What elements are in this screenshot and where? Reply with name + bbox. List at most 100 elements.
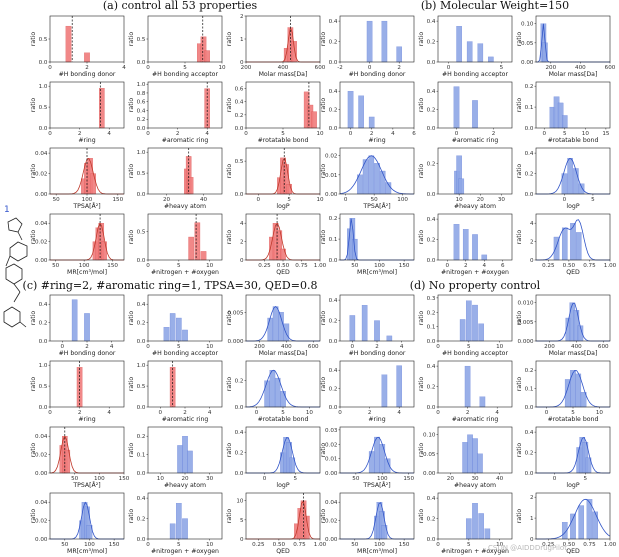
- histogram-bar: [573, 168, 579, 195]
- y-tick-label: 0.2: [137, 434, 146, 440]
- x-tick-label: 600: [308, 344, 319, 350]
- x-axis-label: #ring: [368, 137, 385, 144]
- y-tick-label: 0.4: [427, 19, 436, 25]
- x-tick-label: 4: [107, 410, 111, 416]
- y-axis-label: ratio: [516, 32, 523, 46]
- axes-frame: [437, 294, 513, 342]
- axes-frame: [339, 492, 415, 540]
- subplot-3: 200 400 600 0.000 0.005 Molar mass[Da] ratio: [226, 294, 321, 357]
- y-tick-label: 0.2: [137, 517, 146, 523]
- x-axis-label: #rotatable bond: [548, 416, 599, 423]
- subplot-2: 0 5 10 0.0 0.1 0.2 0.3 #H bonding acceptor ratio: [418, 294, 513, 357]
- y-tick-label: 0.05: [423, 452, 436, 458]
- x-tick-label: 100: [82, 197, 93, 203]
- axes-frame: [147, 360, 223, 408]
- y-tick-label: 0.0: [525, 471, 534, 477]
- x-tick-label: 0.75: [295, 263, 308, 269]
- y-tick-label: 0.1: [329, 237, 338, 243]
- x-tick-label: 2: [85, 344, 89, 350]
- y-tick-label: 0.2: [137, 117, 146, 123]
- subplot-7: 50 100 150 0.00 0.01 0.02 0.03 TPSA[Å²] ratio: [320, 426, 414, 489]
- y-axis-label: ratio: [226, 32, 233, 46]
- x-tick-label: 5: [591, 197, 595, 203]
- y-tick-label: 0.0: [137, 192, 146, 198]
- y-axis-label: ratio: [128, 443, 135, 457]
- y-tick-label: 0.05: [521, 41, 534, 47]
- x-tick-label: 4: [208, 410, 212, 416]
- x-tick-label: 1.00: [314, 542, 327, 548]
- x-axis-label: MR[cm³/mol]: [357, 269, 397, 276]
- y-axis-label: ratio: [30, 443, 37, 457]
- y-tick-label: 0.0: [525, 405, 534, 411]
- subplot-10: 50 100 150 0.00 0.02 0.04 MR[cm³/mol] ratio: [320, 492, 415, 555]
- y-tick-label: 0.4: [427, 217, 436, 223]
- y-tick-label: 0.04: [35, 500, 48, 506]
- x-axis-label: TPSA[Å²]: [362, 480, 390, 489]
- axes-frame: [147, 81, 223, 129]
- y-tick-label: 2: [240, 14, 244, 20]
- x-axis-label: Molar mass[Da]: [549, 71, 598, 78]
- x-tick-label: 10: [218, 65, 226, 71]
- histogram-bar: [477, 453, 483, 474]
- x-tick-label: 0: [263, 476, 267, 482]
- histogram-bar: [374, 436, 380, 474]
- y-tick-label: 0.02: [35, 240, 47, 246]
- x-axis-label: Molar mass[Da]: [259, 350, 308, 357]
- histogram-bar: [368, 451, 375, 474]
- histogram-bar: [379, 444, 386, 474]
- histogram-bar: [163, 327, 170, 342]
- y-tick-label: 0.0: [137, 405, 146, 411]
- x-tick-label: 0.50: [563, 542, 576, 548]
- y-tick-label: 0.0: [427, 126, 436, 132]
- quadrant-title: (a) control all 53 properties: [103, 0, 258, 12]
- y-axis-label: ratio: [30, 509, 37, 523]
- histogram-bar: [71, 299, 78, 342]
- x-tick-label: 5: [287, 197, 291, 203]
- x-tick-label: 20: [477, 197, 485, 203]
- y-tick-label: 0.4: [235, 430, 244, 436]
- y-tick-label: 0.4: [329, 298, 338, 304]
- histogram-bar: [272, 306, 279, 342]
- x-tick-label: 10: [582, 131, 590, 137]
- x-tick-label: 0: [48, 410, 52, 416]
- x-axis-label: #nitrogen + #oxygen: [151, 548, 219, 555]
- x-tick-label: 30: [206, 476, 214, 482]
- y-tick-label: 0.0: [39, 60, 48, 66]
- histogram-bar: [169, 523, 176, 540]
- y-tick-label: 0.02: [325, 519, 337, 525]
- y-tick-label: 0.0: [427, 537, 436, 543]
- x-tick-label: 30: [498, 197, 506, 203]
- y-tick-label: 0: [240, 258, 244, 264]
- x-tick-label: 0: [436, 410, 440, 416]
- x-tick-label: 200: [254, 344, 265, 350]
- y-tick-label: 0.0: [235, 471, 244, 477]
- axes-frame: [147, 294, 223, 342]
- histogram-bar: [200, 251, 207, 261]
- x-tick-label: 100: [84, 542, 95, 548]
- y-axis-label: ratio: [320, 311, 327, 325]
- x-tick-label: 4: [205, 131, 209, 137]
- axes-frame: [245, 426, 321, 474]
- y-tick-label: 0.4: [427, 364, 436, 370]
- x-tick-label: 10: [496, 344, 504, 350]
- y-axis-label: ratio: [320, 230, 327, 244]
- y-tick-label: 0.5: [235, 159, 244, 165]
- axes-frame: [339, 147, 415, 195]
- y-tick-label: 0.0: [427, 405, 436, 411]
- y-tick-label: 4: [240, 221, 244, 227]
- y-axis-label: ratio: [128, 509, 135, 523]
- figure-quadrants: (a) control all 53 properties 0 2 4 0.0 0.5 #H…: [23, 0, 617, 555]
- y-tick-label: 0.00: [521, 60, 534, 66]
- subplot-1: -2 0 2 0.0 0.2 0.4 #H bonding donor ratio: [320, 15, 415, 78]
- x-tick-label: 0: [542, 131, 546, 137]
- x-tick-label: 2: [78, 131, 82, 137]
- y-tick-label: 0.0: [329, 126, 338, 132]
- axes-frame: [147, 213, 223, 261]
- x-tick-label: 5: [177, 542, 181, 548]
- x-tick-label: 100: [377, 476, 388, 482]
- x-tick-label: 5: [177, 263, 181, 269]
- axes-frame: [339, 15, 415, 63]
- subplot-3: 200 400 600 0.000 0.005 0.010 Molar mass[Da] ra…: [516, 294, 611, 357]
- x-tick-label: 0.75: [583, 263, 596, 269]
- y-tick-label: 0.0: [525, 192, 534, 198]
